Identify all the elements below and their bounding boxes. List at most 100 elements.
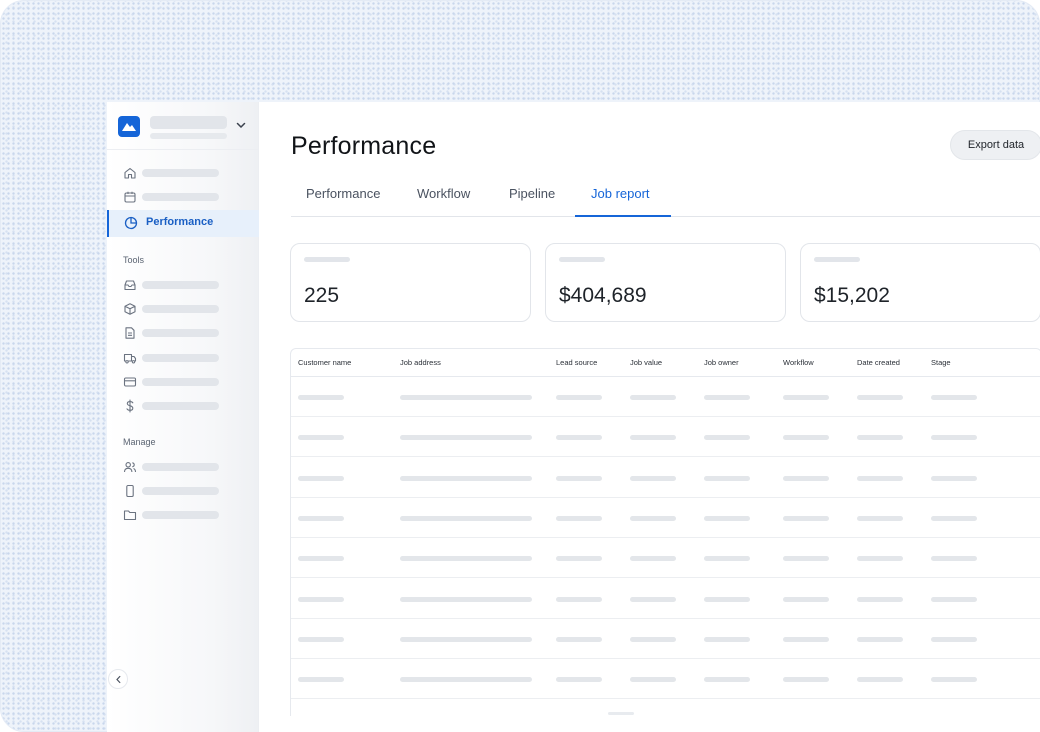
table-cell-placeholder <box>400 435 532 441</box>
inbox-icon <box>124 280 136 291</box>
sidebar-item-box[interactable] <box>107 297 259 321</box>
table-cell-placeholder <box>704 475 750 481</box>
nav-label-placeholder <box>142 193 219 201</box>
table-cell-placeholder <box>704 636 750 642</box>
column-header[interactable]: Stage <box>931 358 951 367</box>
pie-chart-icon <box>124 216 138 230</box>
box-icon <box>124 303 136 315</box>
sidebar-item-devices[interactable] <box>107 479 259 503</box>
sidebar-item-files[interactable] <box>107 503 259 527</box>
table-cell-placeholder <box>857 677 903 683</box>
table-cell-placeholder <box>630 636 676 642</box>
truck-icon <box>123 353 137 364</box>
nav-label-placeholder <box>142 511 219 519</box>
nav-label-placeholder <box>142 378 219 386</box>
job-report-table: Customer name Job address Lead source Jo… <box>290 348 1040 716</box>
table-cell-placeholder <box>931 556 977 562</box>
sidebar-item-billing[interactable] <box>107 394 259 418</box>
table-cell-placeholder <box>783 435 829 441</box>
section-label-manage: Manage <box>123 437 156 447</box>
column-header[interactable]: Customer name <box>298 358 352 367</box>
column-header[interactable]: Job owner <box>704 358 739 367</box>
table-row[interactable] <box>291 417 1040 458</box>
table-cell-placeholder <box>298 596 344 602</box>
stat-card-total-value: $404,689 <box>545 243 786 322</box>
stat-card-average-value: $15,202 <box>800 243 1040 322</box>
nav-label-placeholder <box>142 305 219 313</box>
sidebar-item-inbox[interactable] <box>107 273 259 297</box>
tab-pipeline[interactable]: Pipeline <box>509 186 556 201</box>
table-row[interactable] <box>291 619 1040 659</box>
table-cell-placeholder <box>630 677 676 683</box>
table-cell-placeholder <box>931 636 977 642</box>
scroll-indicator[interactable] <box>608 712 634 715</box>
sidebar-item-home[interactable] <box>107 161 259 185</box>
stat-label-placeholder <box>304 257 350 262</box>
sidebar: Performance Tools <box>107 102 259 732</box>
table-row[interactable] <box>291 377 1040 417</box>
table-cell-placeholder <box>556 435 602 441</box>
table-cell-placeholder <box>857 435 903 441</box>
page-title: Performance <box>291 132 437 160</box>
table-cell-placeholder <box>400 515 532 521</box>
credit-card-icon <box>123 377 137 387</box>
table-cell-placeholder <box>298 677 344 683</box>
sidebar-item-label: Performance <box>146 216 214 228</box>
table-row[interactable] <box>291 659 1040 700</box>
column-header[interactable]: Job address <box>400 358 441 367</box>
table-cell-placeholder <box>556 677 602 683</box>
tab-job-report[interactable]: Job report <box>575 186 671 217</box>
nav-label-placeholder <box>142 402 219 410</box>
table-cell-placeholder <box>400 556 532 562</box>
table-row[interactable] <box>291 579 1040 619</box>
app-window: Performance Tools <box>107 102 1040 732</box>
table-cell-placeholder <box>783 677 829 683</box>
stat-label-placeholder <box>814 257 860 262</box>
table-cell-placeholder <box>298 636 344 642</box>
table-cell-placeholder <box>400 395 532 400</box>
stat-value: $404,689 <box>559 284 647 307</box>
users-icon <box>123 462 137 473</box>
table-cell-placeholder <box>931 475 977 481</box>
table-cell-placeholder <box>400 677 532 683</box>
table-header: Customer name Job address Lead source Jo… <box>291 349 1040 377</box>
stat-card-jobs: 225 <box>290 243 531 322</box>
stat-value: $15,202 <box>814 284 890 307</box>
sidebar-item-payments[interactable] <box>107 370 259 394</box>
export-data-button[interactable]: Export data <box>950 130 1040 160</box>
nav-label-placeholder <box>142 281 219 289</box>
table-cell-placeholder <box>704 556 750 562</box>
tab-workflow[interactable]: Workflow <box>417 186 471 201</box>
table-cell-placeholder <box>704 435 750 441</box>
chevron-down-icon[interactable] <box>235 119 247 131</box>
collapse-sidebar-button[interactable] <box>108 669 128 689</box>
mobile-icon <box>126 484 134 498</box>
table-cell-placeholder <box>857 475 903 481</box>
table-row[interactable] <box>291 458 1040 498</box>
sidebar-item-calendar[interactable] <box>107 185 259 209</box>
table-cell-placeholder <box>783 475 829 481</box>
table-cell-placeholder <box>630 435 676 441</box>
table-row[interactable] <box>291 498 1040 538</box>
column-header[interactable]: Job value <box>630 358 663 367</box>
sidebar-item-performance[interactable]: Performance <box>107 210 259 237</box>
table-cell-placeholder <box>298 395 344 400</box>
org-subtitle-placeholder <box>150 133 227 139</box>
tab-performance[interactable]: Performance <box>306 186 381 201</box>
table-cell-placeholder <box>857 636 903 642</box>
nav-label-placeholder <box>142 354 219 362</box>
sidebar-item-documents[interactable] <box>107 321 259 345</box>
column-header[interactable]: Date created <box>857 358 900 367</box>
table-cell-placeholder <box>783 636 829 642</box>
org-name-placeholder <box>150 116 227 129</box>
sidebar-item-delivery[interactable] <box>107 346 259 370</box>
sidebar-item-users[interactable] <box>107 455 259 479</box>
table-row[interactable] <box>291 538 1040 579</box>
org-switcher[interactable] <box>107 102 259 150</box>
column-header[interactable]: Workflow <box>783 358 814 367</box>
table-cell-placeholder <box>931 677 977 683</box>
column-header[interactable]: Lead source <box>556 358 598 367</box>
table-cell-placeholder <box>783 596 829 602</box>
table-cell-placeholder <box>931 596 977 602</box>
table-cell-placeholder <box>630 395 676 400</box>
